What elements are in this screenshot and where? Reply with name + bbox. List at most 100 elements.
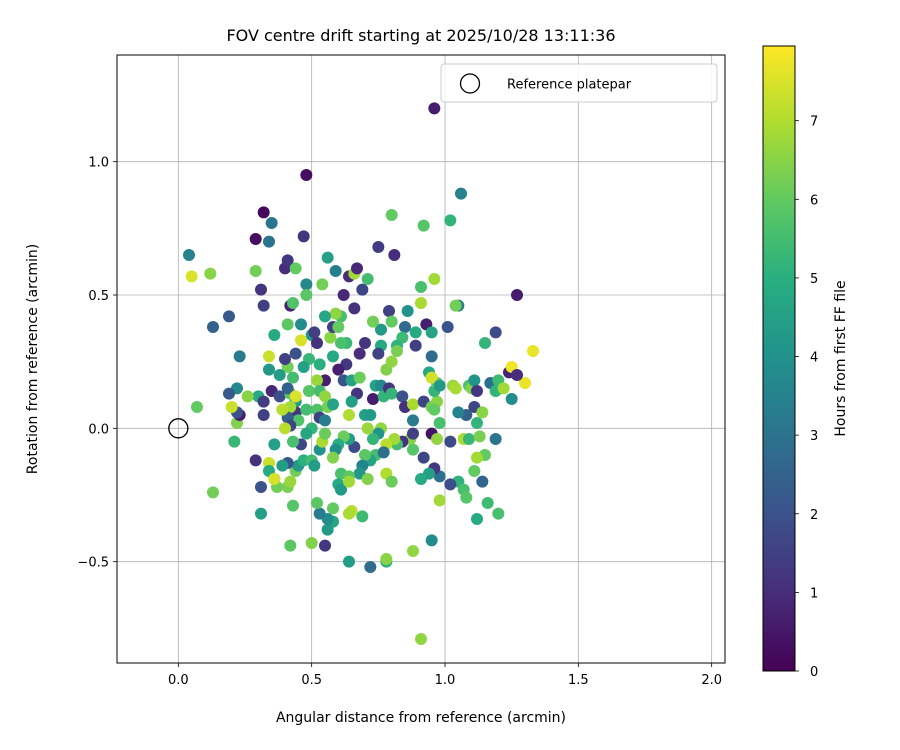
data-point (348, 302, 361, 315)
data-point (335, 337, 347, 349)
data-point (183, 249, 195, 261)
grid (117, 55, 725, 663)
data-point (476, 406, 489, 419)
data-point (335, 483, 347, 496)
data-point (321, 251, 334, 264)
data-point (284, 475, 297, 488)
data-point (327, 451, 339, 464)
x-axis-ticks: 0.0 0.5 1.0 1.5 2.0 (168, 663, 722, 688)
data-point (265, 217, 278, 229)
data-point (353, 347, 366, 360)
data-point (367, 433, 379, 445)
data-point (289, 347, 302, 360)
data-point (375, 323, 387, 336)
data-point (295, 318, 307, 331)
data-point (372, 241, 385, 253)
data-point (444, 214, 457, 227)
data-point (263, 235, 275, 248)
data-point (476, 475, 489, 488)
data-point (249, 454, 262, 467)
data-point (409, 339, 422, 352)
legend-box (440, 63, 718, 103)
colorbar: 0 1 2 3 4 5 6 7 Hours from first FF file (762, 45, 849, 680)
data-point (415, 473, 427, 485)
data-point (255, 507, 267, 520)
x-tick-label: 2.0 (701, 673, 722, 688)
data-point (332, 321, 345, 333)
data-point (343, 507, 355, 520)
data-point (444, 478, 457, 491)
data-point (329, 307, 342, 320)
data-point (481, 497, 494, 509)
data-point (257, 299, 270, 312)
data-point (185, 270, 198, 283)
colorbar-frame (762, 45, 796, 672)
data-point (497, 382, 510, 395)
data-points (183, 102, 539, 645)
data-point (383, 305, 395, 317)
plot-frame (116, 54, 726, 664)
data-point (407, 414, 419, 427)
data-point (407, 398, 419, 411)
data-point (385, 475, 398, 488)
data-point (279, 353, 291, 365)
data-point (407, 443, 419, 456)
data-point (351, 262, 363, 275)
data-point (489, 326, 502, 339)
data-point (332, 363, 345, 376)
data-point (300, 169, 313, 181)
data-point (343, 555, 355, 568)
y-tick-label: 0.5 (88, 289, 109, 304)
data-point (479, 337, 491, 349)
data-point (287, 297, 299, 309)
data-point (359, 449, 371, 461)
data-point (433, 379, 446, 392)
data-point (505, 393, 518, 405)
colorbar-label: Hours from first FF file (833, 280, 849, 436)
data-point (385, 387, 398, 400)
x-tick-label: 0.5 (301, 673, 322, 688)
data-point (377, 446, 390, 459)
data-point (471, 417, 483, 429)
data-point (356, 283, 369, 296)
data-point (255, 283, 267, 296)
data-point (321, 523, 334, 536)
data-point (207, 486, 219, 499)
data-point (415, 281, 427, 293)
data-point (415, 297, 427, 309)
data-point (276, 459, 289, 472)
legend-open-circle-icon (459, 73, 481, 94)
data-point (356, 510, 369, 523)
data-point (353, 371, 366, 384)
data-point (409, 326, 422, 339)
y-tick-label: −0.5 (77, 556, 109, 571)
y-axis-ticks: −0.5 0.0 0.5 1.0 (77, 156, 117, 571)
data-point (287, 371, 299, 384)
data-point (527, 345, 539, 357)
colorbar-gradient (763, 46, 795, 671)
data-point (303, 385, 315, 397)
data-point (428, 403, 441, 416)
data-point (289, 262, 302, 275)
data-point (468, 374, 481, 387)
data-point (407, 545, 419, 557)
data-point (223, 310, 235, 323)
data-point (364, 561, 377, 573)
data-point (268, 473, 281, 485)
data-point (401, 305, 414, 317)
data-point (249, 233, 262, 245)
legend-label: Reference platepar (507, 78, 632, 93)
data-point (319, 539, 331, 552)
data-point (385, 355, 398, 368)
data-point (343, 475, 355, 488)
data-point (417, 451, 430, 464)
data-point (207, 321, 219, 333)
data-point (281, 382, 294, 395)
data-point (287, 435, 299, 448)
data-point (431, 433, 443, 445)
data-point (305, 537, 318, 549)
data-point (489, 433, 502, 445)
data-point (297, 230, 310, 243)
data-point (268, 438, 281, 451)
data-point (471, 451, 483, 464)
